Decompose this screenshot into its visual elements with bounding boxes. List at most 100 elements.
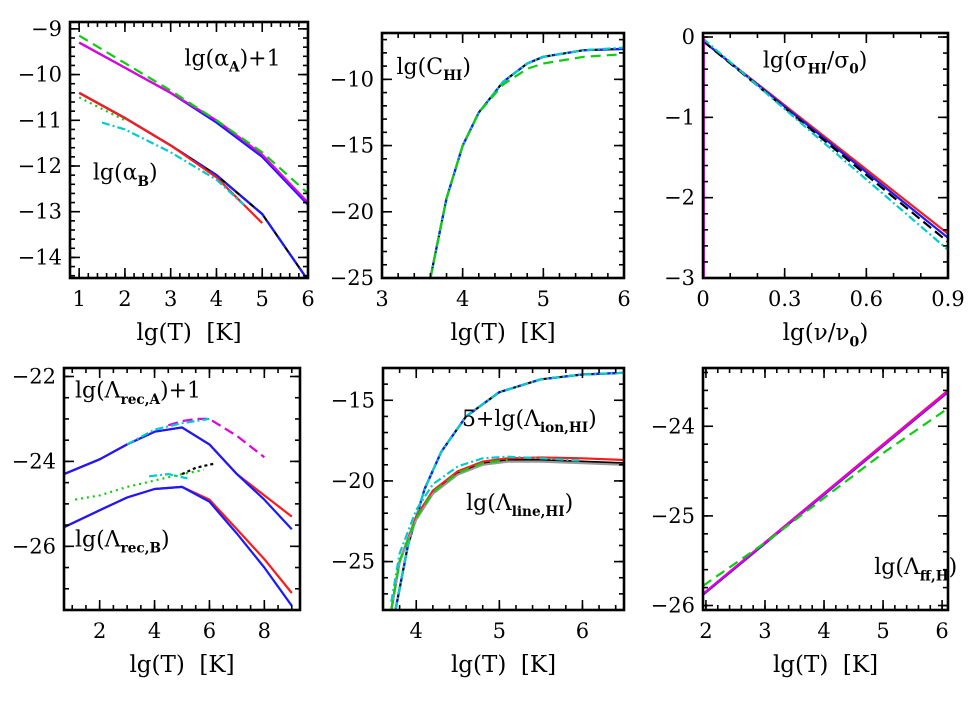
- annotation-label-part: lg(C: [397, 55, 444, 80]
- panel-Lambda_ion_line: 4 5 6 −15 −20 −25 lg(T) [K] 5+lg(Λion,HI) lg(Λli…: [331, 366, 626, 678]
- y-tick-label: −25: [331, 550, 375, 574]
- x-axis-label-part: lg(T) [K]: [773, 652, 878, 678]
- x-axis-label-part: lg(T) [K]: [451, 652, 556, 678]
- x-tick-label: 5: [256, 287, 269, 311]
- x-axis-label-part: lg(T) [K]: [450, 320, 555, 346]
- y-tick-label: −25: [330, 266, 374, 290]
- y-tick-label: −15: [330, 134, 374, 158]
- annotation-label-part: lg(Λ: [75, 379, 122, 404]
- series-group: [703, 389, 948, 596]
- annotation-label-part: ): [462, 55, 471, 80]
- x-tick-label: 0.6: [850, 287, 883, 311]
- x-axis-label-part: lg(ν/ν: [783, 320, 850, 346]
- series-line: [148, 473, 188, 480]
- y-tick-label: −20: [331, 469, 375, 493]
- y-tick-label: −26: [651, 594, 695, 618]
- x-tick-label: 5: [493, 619, 506, 643]
- y-tick-label: −11: [18, 108, 62, 132]
- x-tick-label: 1: [72, 287, 85, 311]
- x-tick-label: 6: [576, 619, 589, 643]
- annotation-label-part: ): [161, 527, 170, 552]
- x-tick-label: 2: [118, 287, 131, 311]
- x-tick-label: 3: [375, 287, 388, 311]
- annotation-label-part: HI: [808, 62, 827, 78]
- annotation-label-part: ion,HI: [540, 420, 588, 436]
- series-line: [390, 458, 624, 610]
- x-axis-label-part: 0: [849, 334, 859, 350]
- annotation-label: lg(αB): [93, 161, 158, 190]
- series-group: [64, 417, 293, 607]
- y-tick-label: −9: [31, 17, 62, 41]
- annotation-label-part: ): [588, 407, 597, 432]
- x-tick-label: 6: [301, 287, 314, 311]
- annotation-label-part: ff,H: [920, 568, 949, 584]
- panel-C_HI: 3 4 5 6 −10 −15 −20 −25 lg(T) [K] lg(CHI): [330, 31, 631, 346]
- axes-frame: [701, 31, 950, 280]
- x-axis-label-part: lg(T) [K]: [136, 320, 241, 346]
- x-tick-label: 2: [699, 619, 712, 643]
- annotation-label-part: rec,B: [121, 540, 161, 556]
- annotation-label-part: rec,A: [121, 392, 161, 408]
- y-tick-label: −25: [651, 504, 695, 528]
- series-line: [703, 37, 948, 251]
- annotation-label-part: 0: [849, 62, 858, 78]
- x-axis-label-part: ): [859, 320, 868, 346]
- series-line: [78, 91, 308, 278]
- series-line: [78, 91, 308, 278]
- series-line: [64, 426, 293, 518]
- series-line: [703, 390, 948, 595]
- annotation-label: lg(Λrec,B): [75, 527, 170, 556]
- series-line: [74, 468, 205, 501]
- y-tick-label: −20: [330, 200, 374, 224]
- annotation-label-part: )+1: [160, 379, 201, 404]
- y-tick-label: 0: [682, 25, 695, 49]
- y-tick-label: −22: [12, 364, 56, 388]
- series-line: [390, 456, 624, 610]
- x-tick-label: 6: [203, 619, 216, 643]
- x-tick-label: 0: [696, 287, 709, 311]
- ticks: [64, 368, 300, 611]
- x-axis-label: lg(T) [K]: [451, 652, 556, 678]
- y-tick-label: −15: [331, 388, 375, 412]
- annotation-label-part: lg(σ: [763, 49, 808, 74]
- y-tick-label: −24: [651, 414, 695, 438]
- x-tick-label: 6: [617, 287, 630, 311]
- annotation-label: lg(σHI/σ0): [763, 49, 868, 78]
- annotation-label-part: lg(α: [184, 46, 229, 71]
- ticks: [382, 367, 624, 611]
- annotation-label: lg(Λline,HI): [466, 491, 573, 520]
- y-tick-label: −13: [18, 200, 62, 224]
- annotation-label-part: )+1: [240, 46, 281, 71]
- series-line: [703, 407, 948, 587]
- annotation-label-part: B: [137, 174, 149, 190]
- x-tick-label: 5: [537, 287, 550, 311]
- annotation-label-part: line,HI: [512, 504, 565, 520]
- annotation-label-part: ): [949, 555, 958, 580]
- x-tick-label: 0.3: [768, 287, 801, 311]
- y-tick-label: −14: [18, 245, 62, 269]
- series-line: [78, 96, 126, 122]
- ticks: [381, 33, 625, 279]
- x-tick-label: 2: [93, 619, 106, 643]
- annotation-label-part: A: [228, 60, 240, 76]
- x-axis-label: lg(T) [K]: [129, 652, 234, 678]
- annotation-label-part: 5+lg(Λ: [462, 407, 541, 432]
- annotation-label-part: /σ: [827, 49, 849, 74]
- series-line: [78, 34, 308, 195]
- series-group: [390, 371, 624, 610]
- annotation-label: lg(αA)+1: [184, 46, 280, 75]
- axes-frame: [701, 366, 950, 612]
- x-tick-label: 6: [935, 619, 948, 643]
- series-line: [64, 485, 293, 607]
- y-tick-label: −2: [664, 186, 695, 210]
- y-tick-label: −26: [12, 534, 56, 558]
- x-tick-label: 4: [410, 619, 423, 643]
- x-axis-label: lg(T) [K]: [773, 652, 878, 678]
- annotation-label: lg(Λff,H): [874, 555, 957, 584]
- x-tick-label: 4: [456, 287, 469, 311]
- annotation-label: lg(Λrec,A)+1: [75, 379, 201, 408]
- annotation-label-part: lg(α: [93, 161, 138, 186]
- panel-Lambda_ff: 2 3 4 5 6 −24 −25 −26 lg(T) [K] lg(Λff,H): [651, 366, 957, 678]
